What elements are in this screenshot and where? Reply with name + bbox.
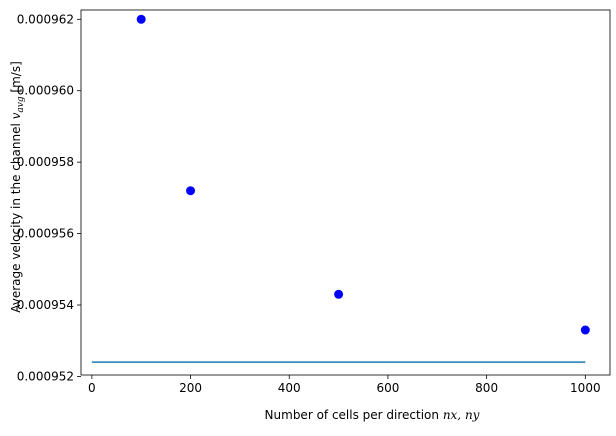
y-tick-label: 0.000958 — [17, 155, 74, 169]
y-tick-label: 0.000962 — [17, 12, 74, 26]
x-tick-label: 400 — [278, 381, 301, 395]
data-point — [580, 325, 590, 335]
x-tick-label: 800 — [475, 381, 498, 395]
x-tick-label: 0 — [88, 381, 96, 395]
x-tick-label: 600 — [376, 381, 399, 395]
y-axis-label: Average velocity in the channel vavg [m/… — [9, 61, 26, 313]
y-tick-label: 0.000960 — [17, 84, 74, 98]
x-axis-label: Number of cells per direction nx, ny — [265, 408, 480, 422]
y-tick-label: 0.000952 — [17, 369, 74, 383]
x-tick-label: 1000 — [570, 381, 601, 395]
y-tick-label: 0.000954 — [17, 298, 74, 312]
data-point — [334, 289, 344, 299]
plot-frame — [80, 9, 611, 376]
x-tick-label: 200 — [179, 381, 202, 395]
series-layer — [91, 14, 590, 363]
x-axis-ticks: 0 200 400 600 800 1000 — [88, 375, 601, 395]
data-point — [186, 186, 196, 196]
y-tick-label: 0.000956 — [17, 227, 74, 241]
data-point — [136, 14, 146, 24]
y-axis-ticks: 0.000952 0.000954 0.000956 0.000958 0.000960… — [17, 12, 81, 383]
